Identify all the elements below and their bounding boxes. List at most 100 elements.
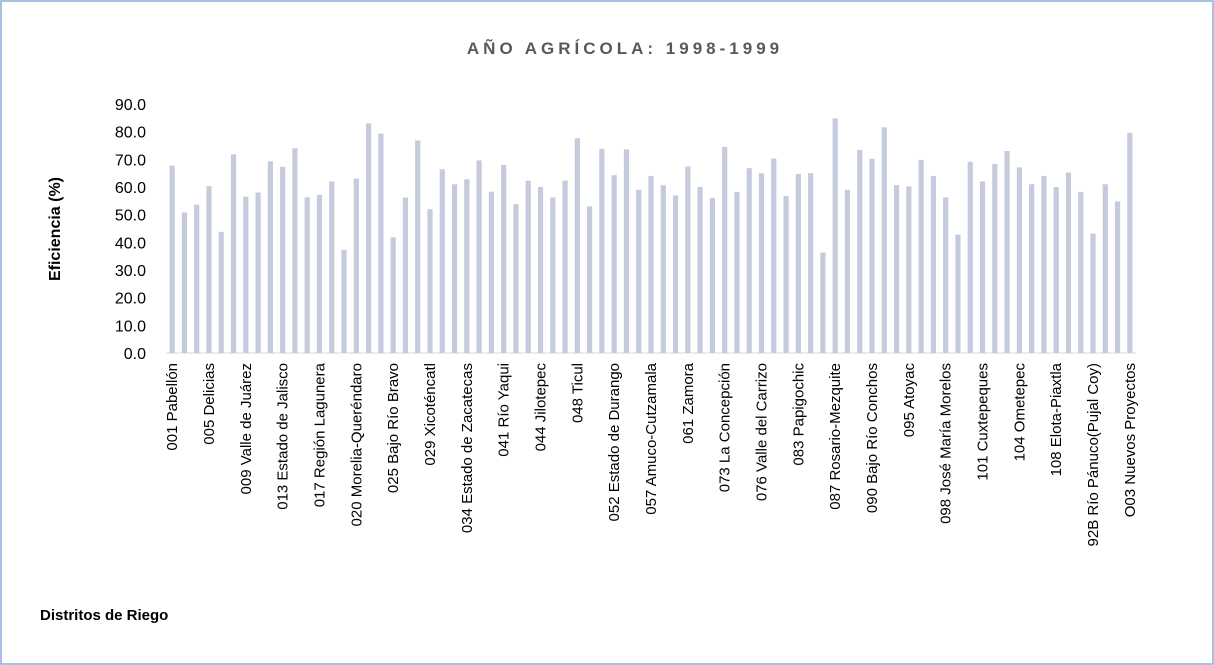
bar [230,154,237,353]
bar [734,191,740,353]
bar [943,197,949,353]
bar [795,173,801,353]
bar [451,184,458,353]
bar [930,175,937,353]
y-axis-label: Eficiencia (%) [47,177,64,281]
bar [501,164,507,353]
y-tick-label: 0.0 [124,346,146,363]
bar [955,234,961,353]
y-tick-label: 80.0 [115,125,146,142]
bar [243,196,249,353]
bar [881,127,887,354]
bar [967,161,973,353]
y-tick-label: 10.0 [115,318,146,335]
bar [439,169,445,353]
bar [513,204,519,353]
y-tick-label: 30.0 [115,263,146,280]
bar [1053,187,1059,353]
bar [746,168,752,353]
bar [808,173,814,353]
x-tick-label: 076 Valle del Carrizo [754,363,771,501]
bar [562,180,568,353]
bar [685,166,691,353]
x-tick-label: 034 Estado de Zacatecas [459,363,476,533]
bar [672,195,679,353]
bar [992,164,998,353]
bar [893,185,900,353]
bar [636,189,642,353]
bar [488,191,494,353]
bar [1102,184,1108,353]
x-tick-label: 017 Región Lagunera [311,362,328,507]
bar [464,179,470,353]
x-tick-label: 005 Delicias [201,363,218,445]
x-tick-label: 104 Ometepec [1011,363,1028,462]
bar [476,160,482,353]
bar [353,178,359,353]
bar [1078,191,1084,353]
x-tick-label: 020 Morelia-Queréndaro [348,363,365,526]
x-tick-label: 029 Xicoténcatl [422,363,439,466]
bar [722,146,728,353]
bar [587,206,593,353]
bar [415,140,421,353]
x-tick-label: 052 Estado de Durango [606,363,623,521]
bar [1041,175,1047,353]
x-tick-label: 92B Río Pánuco(Pujal Coy) [1085,363,1102,546]
x-tick-label: 044 Jilotepec [532,363,549,452]
bar [771,158,777,353]
y-tick-label: 70.0 [115,152,146,169]
bar [304,197,310,353]
bar [660,185,666,353]
x-tick-label: 048 Ticul [569,363,586,423]
bar [844,189,851,353]
bar [857,149,863,353]
x-tick-label: 073 La Concepción [717,363,734,492]
bar [267,161,273,353]
x-tick-label: 108 Elota-Piaxtla [1048,362,1065,476]
x-tick-label: 009 Valle de Juárez [238,363,255,494]
bar [341,249,347,353]
bar [783,196,789,353]
bar [402,197,409,353]
bar [832,118,838,354]
bar [758,173,765,353]
x-tick-label: 101 Cuxtepeques [975,363,992,481]
bar [1004,151,1010,353]
x-axis-label: Distritos de Riego [40,607,168,624]
bar [697,187,703,353]
bar [979,181,986,353]
x-tick-label: 095 Atoyac [901,363,918,438]
bar [623,149,630,353]
bar [280,166,286,353]
bar [169,165,175,353]
bar [181,212,188,353]
bar [709,198,715,353]
bar [1127,132,1133,353]
bar [292,148,298,353]
bar [820,252,826,353]
x-tick-label: 001 Pabellón [164,363,181,451]
bar [537,187,544,353]
bar [194,204,200,353]
y-tick-label: 60.0 [115,180,146,197]
y-tick-label: 90.0 [115,97,146,114]
y-tick-label: 20.0 [115,291,146,308]
x-tick-label: 090 Bajo Río Conchos [864,363,881,513]
bar [1029,184,1035,353]
bar [255,192,261,353]
bar [365,123,372,353]
x-tick-label: 083 Papigochic [790,363,807,466]
bar [390,237,396,353]
chart-title: AÑO AGRÍCOLA: 1998-1999 [467,38,783,58]
bar [648,175,654,353]
bar [1090,233,1096,353]
bar [427,209,433,353]
x-tick-label: 098 José María Morelos [938,363,955,524]
bar [378,133,384,353]
x-tick-label: 061 Zamora [680,362,697,444]
x-tick-label: 041 Río Yaqui [496,363,513,457]
bar [206,186,212,353]
x-tick-label: 025 Bajo Río Bravo [385,363,402,493]
